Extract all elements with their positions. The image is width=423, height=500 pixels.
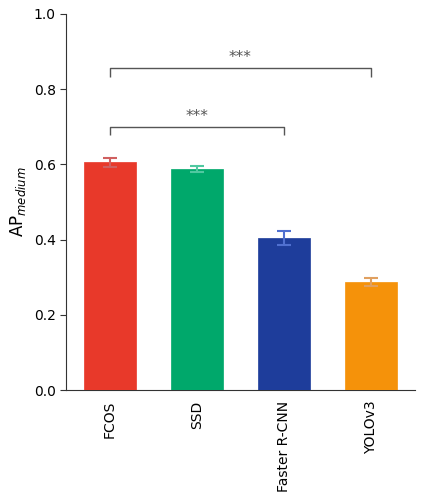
Text: ***: *** <box>186 108 209 124</box>
Bar <box>345 282 397 390</box>
Bar <box>258 238 310 390</box>
Bar <box>171 169 223 390</box>
Bar <box>84 162 136 390</box>
Y-axis label: AP$_{medium}$: AP$_{medium}$ <box>8 166 28 238</box>
Text: ***: *** <box>229 50 252 66</box>
